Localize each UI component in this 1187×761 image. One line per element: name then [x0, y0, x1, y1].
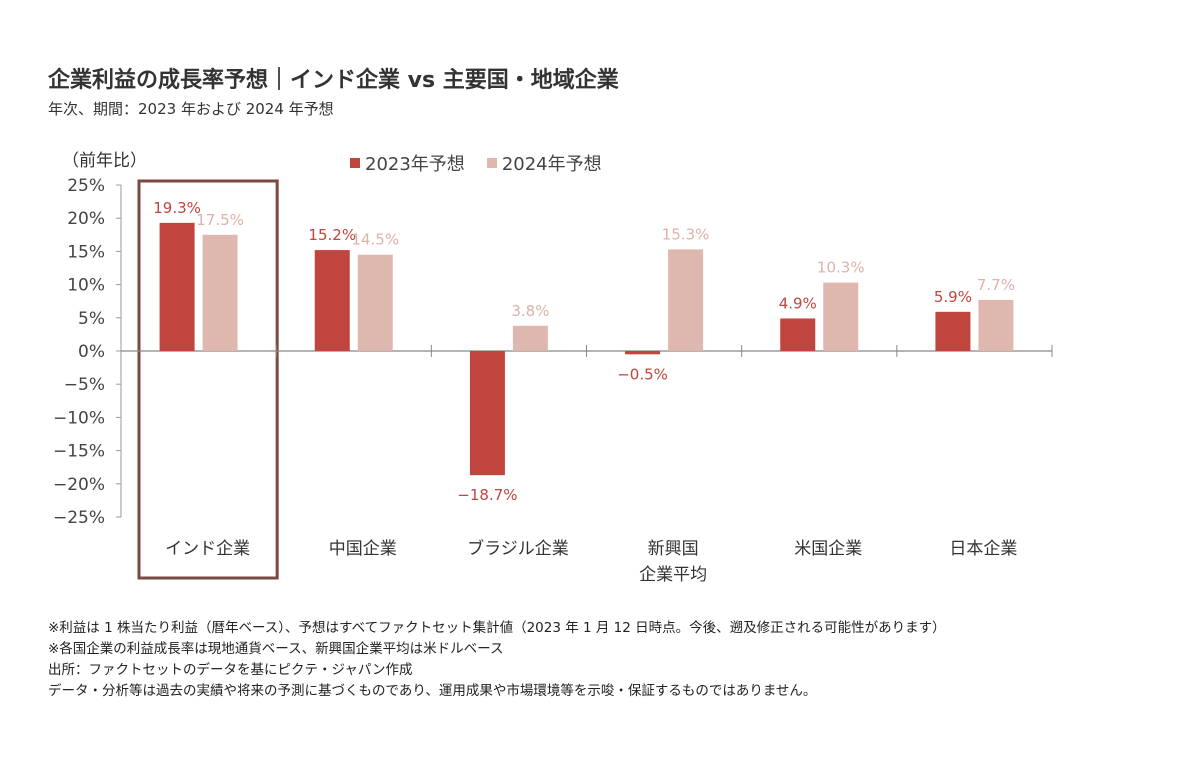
chart-subtitle: 年次、期間：2023 年および 2024 年予想 — [48, 100, 334, 118]
data-label-2023: −18.7% — [457, 486, 517, 504]
footnote-source: 出所：ファクトセットのデータを基にピクテ・ジャパン作成 — [48, 662, 413, 678]
bar-2023 — [314, 250, 350, 351]
legend-item-2023: 2023年予想 — [350, 150, 465, 176]
bar-2023 — [780, 318, 816, 351]
data-label-2023: −0.5% — [617, 365, 668, 383]
y-axis-unit-label: （前年比） — [62, 151, 147, 171]
bar-2024 — [202, 234, 238, 351]
legend-label-2023: 2023年予想 — [365, 154, 465, 175]
data-label-2023: 5.9% — [934, 288, 972, 306]
category-label-line: インド企業 — [165, 539, 250, 559]
category-label-line: 中国企業 — [329, 539, 397, 559]
footnote-currency: ※各国企業の利益成長率は現地通貨ベース、新興国企業平均は米ドルベース — [48, 641, 504, 657]
bar-2024 — [823, 282, 859, 351]
bar-2024 — [978, 299, 1014, 351]
bar-2023 — [469, 351, 505, 476]
category-label: 米国企業 — [794, 539, 862, 559]
data-label-2023: 15.2% — [308, 226, 356, 244]
bar-2023 — [159, 222, 195, 351]
y-tick-label: 5% — [78, 309, 105, 329]
data-label-2024: 7.7% — [977, 276, 1015, 294]
y-tick-label: −10% — [53, 408, 105, 428]
category-label-line: 日本企業 — [949, 539, 1017, 559]
y-tick-label: −15% — [53, 442, 105, 462]
category-label: 中国企業 — [329, 539, 397, 559]
category-label-line: 企業平均 — [639, 565, 707, 585]
legend-item-2024: 2024年予想 — [486, 150, 602, 176]
category-label: 日本企業 — [949, 539, 1017, 559]
category-label: インド企業 — [165, 539, 250, 559]
y-tick-label: −20% — [53, 475, 105, 495]
bar-2023 — [625, 351, 661, 355]
data-label-2024: 3.8% — [511, 302, 549, 320]
y-tick-label: −5% — [64, 375, 105, 395]
y-tick-label: 10% — [67, 276, 105, 296]
category-label-line: 新興国 — [648, 539, 699, 559]
legend: 2023年予想 2024年予想 — [350, 150, 624, 176]
data-label-2024: 17.5% — [196, 211, 244, 229]
bar-2023 — [935, 311, 971, 351]
data-label-2024: 10.3% — [817, 259, 865, 277]
y-tick-label: 20% — [67, 209, 105, 229]
category-label: 新興国企業平均 — [639, 539, 707, 585]
footnotes: ※利益は 1 株当たり利益（暦年ベース）、予想はすべてファクトセット集計値（20… — [48, 618, 946, 702]
data-label-2024: 14.5% — [351, 231, 399, 249]
highlight-box — [137, 179, 279, 580]
footnote-eps: ※利益は 1 株当たり利益（暦年ベース）、予想はすべてファクトセット集計値（20… — [48, 620, 946, 636]
category-label-line: 米国企業 — [794, 539, 862, 559]
legend-swatch-2024 — [486, 158, 497, 168]
data-label-2024: 15.3% — [662, 225, 710, 243]
category-label-line: ブラジル企業 — [467, 538, 569, 559]
legend-swatch-2023 — [350, 158, 360, 168]
data-label-2023: 4.9% — [779, 294, 817, 312]
legend-label-2024: 2024年予想 — [501, 154, 602, 175]
data-label-2023: 19.3% — [153, 199, 201, 217]
category-label: ブラジル企業 — [467, 538, 569, 559]
chart-title: 企業利益の成長率予想｜インド企業 vs 主要国・地域企業 — [48, 68, 619, 93]
y-tick-label: 0% — [78, 342, 105, 362]
bar-2024 — [357, 254, 393, 351]
bar-2024 — [668, 249, 704, 351]
y-tick-label: 15% — [67, 242, 105, 262]
y-tick-label: 25% — [67, 176, 105, 196]
y-tick-label: −25% — [53, 508, 105, 528]
footnote-disclaimer: データ・分析等は過去の実績や将来の予測に基づくものであり、運用成果や市場環境等を… — [48, 683, 817, 699]
bar-2024 — [512, 325, 548, 351]
